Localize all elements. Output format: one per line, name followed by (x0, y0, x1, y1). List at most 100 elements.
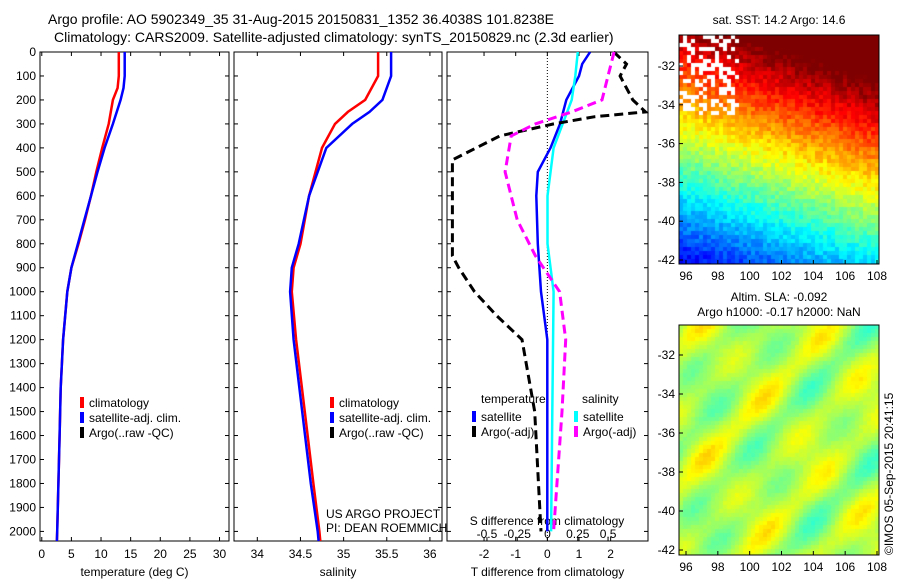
legend-label: climatology (339, 396, 399, 410)
x-tick-label: 34 (251, 547, 265, 561)
map-y-tick-label: -38 (658, 175, 676, 189)
series-line-t-argo-adj- (450, 50, 649, 532)
map-x-tick-label: 96 (679, 560, 693, 574)
legend-label: Argo(..raw -QC) (89, 426, 174, 440)
y-tick-label: 400 (16, 141, 36, 155)
title-line2: Climatology: CARS2009. Satellite-adjuste… (54, 29, 614, 45)
y-tick-label: 1800 (9, 476, 36, 490)
x-axis-label: salinity (320, 565, 357, 579)
sla-map-title: Altim. SLA: -0.092 (731, 290, 828, 304)
y-tick-label: 100 (16, 69, 36, 83)
x-tick-label: 15 (124, 547, 138, 561)
map-y-tick-label: -38 (658, 465, 676, 479)
x-tick-label: 0 (38, 547, 45, 561)
legend-swatch (330, 397, 334, 408)
map-x-tick-label: 104 (803, 560, 823, 574)
legend-label: satellite (481, 410, 522, 424)
y-tick-label: 1100 (10, 309, 36, 323)
legend-label: satellite-adj. clim. (89, 411, 181, 425)
map-y-tick-label: -40 (658, 504, 676, 518)
y-tick-label: 200 (16, 93, 36, 107)
y-tick-label: 1600 (9, 429, 36, 443)
y-tick-label: 1400 (9, 381, 36, 395)
map-y-tick-label: -36 (658, 426, 676, 440)
series-line-climatology (290, 52, 380, 542)
y-tick-label: 800 (16, 237, 36, 251)
map-x-tick-label: 96 (679, 269, 693, 283)
x-tick-label: -2 (479, 547, 490, 561)
map-x-tick-label: 108 (867, 560, 887, 574)
legend-label: climatology (89, 396, 149, 410)
series-line-satellite-adj-clim- (288, 52, 393, 542)
s-tick-label: -0.25 (504, 527, 532, 541)
map-x-tick-label: 108 (867, 269, 887, 283)
map-x-tick-label: 102 (771, 269, 791, 283)
legend-swatch (330, 412, 334, 423)
map-y-tick-label: -34 (658, 387, 676, 401)
x-tick-label: 10 (94, 547, 108, 561)
legend-swatch (330, 427, 334, 438)
x-tick-label: 25 (183, 547, 197, 561)
map-x-tick-label: 106 (835, 269, 855, 283)
map-x-tick-label: 98 (711, 560, 725, 574)
annotation: PI: DEAN ROEMMICH (326, 521, 447, 535)
sla-map-subtitle: Argo h1000: -0.17 h2000: NaN (697, 305, 860, 319)
x-axis-label: temperature (deg C) (80, 565, 188, 579)
y-tick-label: 1300 (9, 357, 36, 371)
map-y-tick-label: -32 (658, 59, 676, 73)
y-tick-label: 2000 (9, 524, 36, 538)
legend-label: Argo(-adj) (583, 425, 636, 439)
y-tick-label: 1200 (9, 333, 36, 347)
map-x-tick-label: 104 (803, 269, 823, 283)
map-x-tick-label: 100 (740, 560, 760, 574)
map-frame (678, 324, 880, 556)
legend-swatch (80, 412, 84, 423)
s-tick-label: -0.5 (477, 527, 498, 541)
title-line1: Argo profile: AO 5902349_35 31-Aug-2015 … (48, 11, 554, 27)
y-tick-label: 500 (16, 165, 36, 179)
x-tick-label: 5 (68, 547, 75, 561)
series-line-s-satellite (546, 51, 580, 532)
map-y-tick-label: -42 (658, 253, 676, 267)
x-axis-label: T difference from climatology (471, 565, 625, 579)
y-tick-label: 700 (16, 213, 36, 227)
x-tick-label: 0 (544, 547, 551, 561)
s-tick-label: 0 (544, 527, 551, 541)
map-y-tick-label: -32 (658, 348, 676, 362)
x-tick-label: 34.5 (289, 547, 313, 561)
map-x-tick-label: 98 (711, 269, 725, 283)
legend-header: salinity (582, 392, 619, 406)
y-tick-label: 600 (16, 189, 36, 203)
map-frame (678, 34, 880, 265)
x-tick-label: 2 (607, 547, 614, 561)
x-tick-label: 20 (154, 547, 168, 561)
legend-label: satellite (583, 410, 624, 424)
series-line-s-argo-adj- (503, 51, 616, 532)
y-tick-label: 1700 (9, 453, 36, 467)
map-y-tick-label: -40 (658, 214, 676, 228)
legend-swatch (472, 411, 476, 422)
legend-swatch (472, 426, 476, 437)
y-tick-label: 0 (29, 45, 36, 59)
legend-swatch (80, 427, 84, 438)
x-tick-label: 1 (576, 547, 583, 561)
y-tick-label: 1500 (9, 405, 36, 419)
map-x-tick-label: 106 (835, 560, 855, 574)
x-tick-label: 36 (423, 547, 437, 561)
legend-label: satellite-adj. clim. (339, 411, 431, 425)
s-tick-label: 0.5 (600, 527, 617, 541)
sst-map-title: sat. SST: 14.2 Argo: 14.6 (713, 13, 846, 27)
legend-swatch (574, 411, 578, 422)
annotation: US ARGO PROJECT (326, 507, 441, 521)
x-tick-label: 35.5 (375, 547, 399, 561)
y-tick-label: 1000 (9, 285, 36, 299)
legend-header: temperature (481, 392, 546, 406)
x-tick-label: 30 (213, 547, 227, 561)
legend-label: Argo(-adj) (481, 425, 534, 439)
map-y-tick-label: -36 (658, 137, 676, 151)
legend-label: Argo(..raw -QC) (339, 426, 424, 440)
map-y-tick-label: -34 (658, 98, 676, 112)
s-tick-label: 0.25 (566, 527, 590, 541)
